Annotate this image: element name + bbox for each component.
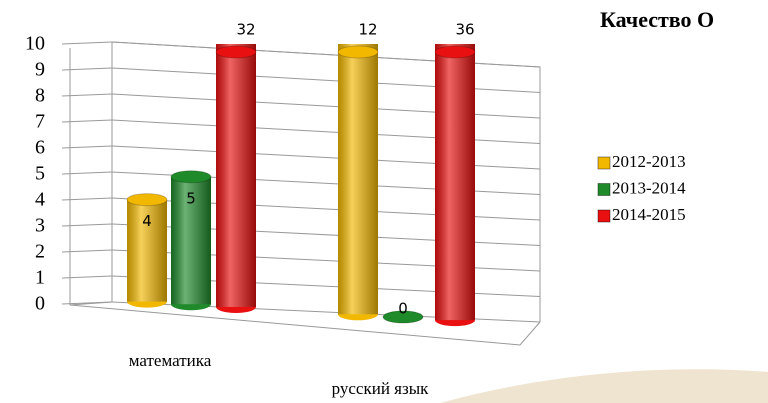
y-tick-label: 3 — [35, 215, 45, 237]
axis-tick — [61, 41, 113, 45]
bar — [215, 44, 257, 313]
bar-top — [382, 310, 424, 324]
x-tick-label: русский язык — [332, 379, 430, 398]
bar-shade — [216, 44, 256, 307]
y-tick-label: 6 — [35, 137, 45, 159]
legend-swatch — [597, 209, 611, 223]
x-tick-label: математика — [129, 351, 212, 370]
labels: математика русский язык 4 12 2012-2013 5 0 2013… — [129, 21, 686, 398]
bar-shade — [338, 44, 378, 315]
y-tick-label: 8 — [35, 85, 45, 107]
bar-shade — [171, 176, 211, 305]
legend-label: 2013-2014 — [612, 178, 686, 197]
decoration — [440, 369, 768, 403]
grid-line — [111, 93, 541, 119]
bar — [170, 170, 212, 311]
legend-swatch — [597, 156, 611, 170]
grid-line — [111, 119, 541, 144]
bar-top — [126, 193, 168, 207]
data-label: 12 — [358, 21, 377, 39]
bar-shade — [127, 199, 167, 302]
bars — [126, 44, 476, 327]
bar-top — [170, 170, 212, 184]
legend-label: 2014-2015 — [612, 205, 686, 224]
y-tick-label: 9 — [35, 59, 45, 81]
legend-swatch — [597, 183, 611, 196]
bar — [337, 44, 379, 321]
data-label: 5 — [186, 189, 196, 207]
grid-line — [111, 145, 541, 170]
data-label: 32 — [236, 21, 255, 39]
y-tick-label: 2 — [35, 241, 45, 263]
y-tick-label: 10 — [25, 33, 45, 55]
y-tick-label: 4 — [35, 189, 45, 211]
grid-line — [111, 67, 541, 93]
data-label: 4 — [142, 212, 152, 230]
bar-top — [215, 45, 257, 59]
y-tick-label: 5 — [35, 163, 45, 185]
bar — [434, 44, 476, 327]
bar-top — [337, 45, 379, 59]
bar-shade — [435, 44, 475, 321]
bar — [382, 310, 424, 324]
y-tick-label: 1 — [35, 267, 45, 289]
data-label: 36 — [455, 21, 474, 39]
bar-top — [434, 45, 476, 59]
data-label: 0 — [398, 299, 408, 317]
chart-title: Качество О — [600, 7, 714, 32]
y-tick-label: 0 — [35, 293, 45, 315]
grid-line — [111, 41, 541, 68]
y-tick-label: 7 — [35, 111, 45, 133]
bar — [126, 193, 168, 308]
legend-label: 2012-2013 — [612, 152, 686, 171]
